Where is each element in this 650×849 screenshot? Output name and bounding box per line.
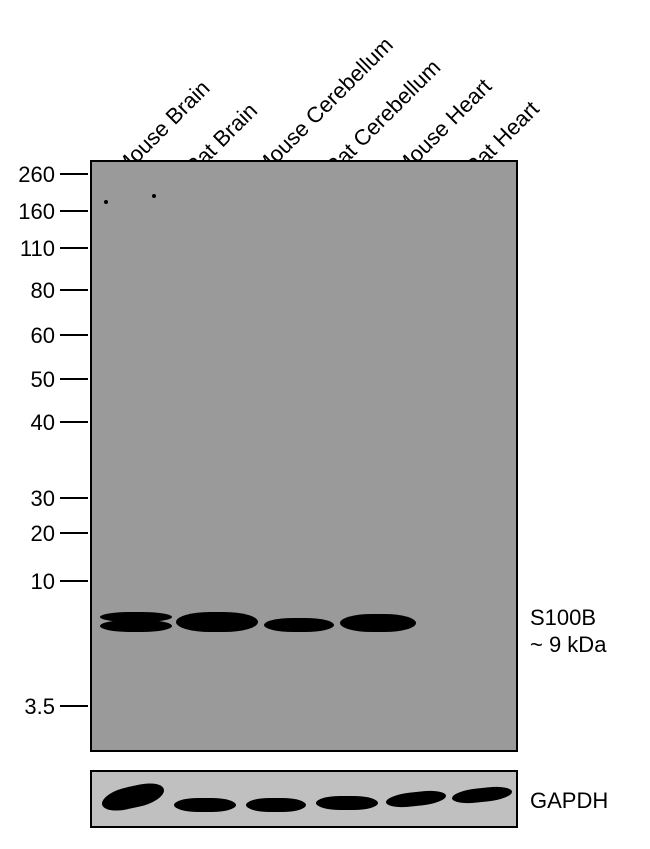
target-label: S100B	[530, 605, 596, 631]
mw-label-60: 60	[5, 323, 55, 349]
gapdh-band-5	[386, 789, 446, 809]
mw-tick-10	[60, 580, 88, 582]
mw-label-20: 20	[5, 521, 55, 547]
main-blot	[90, 160, 518, 752]
mw-label-260: 260	[5, 162, 55, 188]
gapdh-label: GAPDH	[530, 788, 608, 814]
figure-container: Mouse Brain Rat Brain Mouse Cerebellum R…	[0, 0, 650, 849]
gapdh-band-1	[102, 779, 164, 814]
mw-tick-80	[60, 289, 88, 291]
mw-label-50: 50	[5, 367, 55, 393]
mw-label-80: 80	[5, 278, 55, 304]
mw-tick-30	[60, 497, 88, 499]
mw-label-40: 40	[5, 410, 55, 436]
mw-tick-260	[60, 173, 88, 175]
artifact-dot-2	[104, 200, 108, 204]
mw-tick-160	[60, 210, 88, 212]
mw-tick-60	[60, 334, 88, 336]
target-band-lane1-bot	[100, 620, 172, 632]
gapdh-band-6	[452, 785, 512, 805]
mw-tick-20	[60, 532, 88, 534]
target-mw-label: ~ 9 kDa	[530, 632, 606, 658]
artifact-dot-1	[152, 194, 156, 198]
mw-tick-40	[60, 421, 88, 423]
gapdh-band-3	[246, 798, 306, 812]
mw-label-110: 110	[5, 236, 55, 262]
mw-tick-50	[60, 378, 88, 380]
gapdh-band-4	[316, 796, 378, 810]
mw-label-10: 10	[5, 569, 55, 595]
target-band-lane4	[340, 614, 416, 632]
mw-tick-110	[60, 247, 88, 249]
gapdh-band-2	[174, 798, 236, 812]
mw-tick-3-5	[60, 705, 88, 707]
mw-label-30: 30	[5, 486, 55, 512]
mw-label-3-5: 3.5	[5, 694, 55, 720]
gapdh-blot	[90, 770, 518, 828]
target-band-lane2	[176, 612, 258, 632]
target-band-lane3	[264, 618, 334, 632]
mw-label-160: 160	[5, 199, 55, 225]
